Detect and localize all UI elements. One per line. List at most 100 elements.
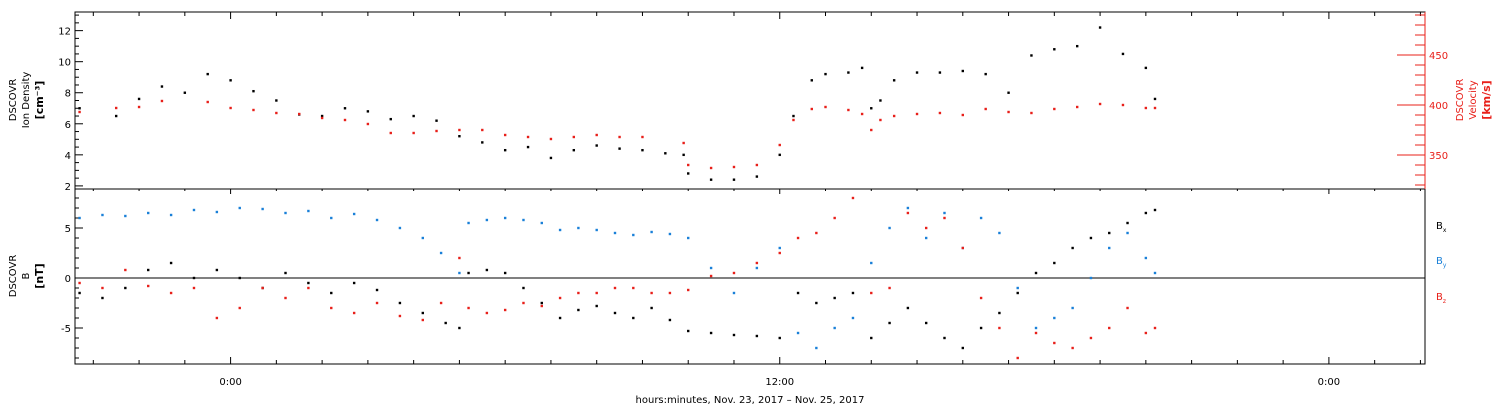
bottom-panel-frame [74,188,1426,365]
bx-series-point [595,304,598,308]
legend-bz: Bz [1436,292,1446,305]
by-series-point [595,228,598,232]
by-series-point [467,221,470,225]
density-tick-label: 4 [65,151,71,162]
by-series-point [632,233,635,237]
velocity-series-point [1153,106,1157,110]
by-series-point [458,271,461,275]
by-series-point [522,218,525,222]
bx-series-point [709,331,713,335]
ion-density-series-point [481,141,484,144]
by-series-point [307,209,310,213]
by-series-point [1016,286,1019,290]
ion-density-series-point [160,85,164,88]
legend-by: By [1436,256,1447,269]
bz-series-point [906,211,910,215]
by-series-point [261,207,264,211]
ion-density-series-point [389,117,392,121]
ion-density-series-point [343,107,347,110]
bx-series-point [815,301,818,305]
bz-series-point [238,306,241,310]
bz-series-point [650,291,653,295]
ion-density-series-point [664,152,667,155]
by-series-point [540,221,543,225]
bz-series-point [439,301,443,305]
by-series-point [147,211,150,215]
velocity-series-point [847,108,850,112]
bx-series-point [169,261,173,265]
bx-series-point [307,281,310,285]
bz-series-point [943,216,946,220]
bx-series-point [1016,291,1019,295]
ion-density-series-point [1144,66,1148,70]
bz-series-point [1126,306,1129,310]
velocity-series-point [481,128,484,132]
bz-series-point [78,281,81,285]
bx-series-point [1153,208,1157,212]
bx-series-point [330,291,333,295]
by-series-point [1071,306,1074,310]
bx-series-point [650,306,653,310]
bz-series-point [467,306,470,310]
bz-series-point [613,286,617,290]
velocity-series-point [1053,107,1056,111]
ion-density-series-point [1007,91,1010,94]
bx-series-point [1108,231,1111,235]
velocity-series-point [275,111,278,115]
bx-series-point [943,336,946,340]
velocity-series-point [366,122,370,126]
bx-series-point [458,326,461,330]
bx-series-point [78,291,81,295]
by-series-point [755,266,759,270]
by-series-point [833,326,836,330]
field-axis-title-line1: DSCOVR [8,255,19,298]
velocity-series-point [732,165,736,169]
by-series-point [375,218,379,222]
by-series-point [687,236,690,240]
ion-density-series-point [682,153,685,157]
data-marks [78,26,1157,360]
bz-series-point [558,296,562,300]
bz-series-point [732,271,736,275]
ion-density-series-point [984,72,987,76]
bx-series-point [124,286,127,290]
velocity-series [78,99,1157,170]
by-series-point [815,346,818,350]
bx-series-point [687,329,690,333]
bx-series-point [485,268,489,272]
velocity-series-point [389,131,392,135]
velocity-series-point [229,106,232,110]
bx-series-point [755,334,759,338]
velocity-series-point [879,118,882,122]
velocity-series-point [1076,105,1079,109]
bx-series-point [375,288,379,292]
ion-density-series-point [938,71,942,74]
legend-bx: Bx [1436,221,1447,234]
bz-series-point [833,216,836,220]
bx-series-point [979,326,983,330]
bx-series-point [1144,211,1148,215]
bx-series-point [632,316,635,320]
velocity-axis-title-line3: [km/s] [1480,80,1493,119]
velocity-series-point [687,163,690,167]
by-series-point [668,232,672,236]
velocity-series-point [572,135,576,139]
by-series-point [101,213,104,217]
ion-density-series-point [78,107,81,110]
by-series-point [1034,326,1038,330]
bz-series-point [668,291,672,295]
x-tick-label: 12:00 [765,377,794,388]
bz-series-point [1108,326,1111,330]
velocity-series-point [595,133,598,137]
by-series-point [1108,246,1111,250]
by-series-point [284,211,287,215]
density-axis-title-line3: [cm⁻³] [33,81,46,120]
by-series-point [1144,256,1148,260]
bx-series [78,208,1157,350]
bx-series-point [503,271,507,275]
bx-series-point [668,318,672,322]
bx-series-point [352,281,356,285]
by-series-point [421,236,424,240]
by-series-point [1126,231,1129,235]
ion-density-series-point [595,144,598,147]
